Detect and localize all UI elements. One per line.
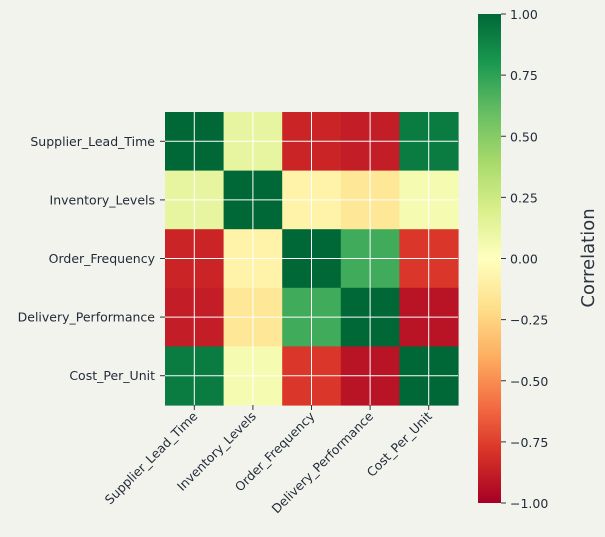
colorbar-tick-label: 0.50 — [510, 129, 538, 144]
row-label: Cost_Per_Unit — [69, 368, 155, 383]
heatmap-gridlines — [165, 112, 458, 405]
colorbar-tick-label: 1.00 — [510, 7, 538, 22]
column-labels: Supplier_Lead_TimeInventory_LevelsOrder_… — [102, 405, 435, 516]
row-label: Order_Frequency — [49, 251, 156, 266]
colorbar — [478, 14, 501, 503]
colorbar-label: Correlation — [578, 208, 599, 307]
row-label: Supplier_Lead_Time — [30, 134, 155, 149]
colorbar-tick-label: 0.00 — [510, 252, 538, 267]
colorbar-ticks: 1.00 0.75 0.50 0.25 0.00 −0.25 −0.50 −0.75 −1.00 — [501, 7, 548, 511]
colorbar-tick-label: 0.75 — [510, 68, 538, 83]
row-label: Delivery_Performance — [18, 310, 156, 325]
colorbar-tick-label: −0.50 — [510, 374, 548, 389]
colorbar-tick-label: −0.75 — [510, 435, 548, 450]
column-label: Supplier_Lead_Time — [102, 408, 201, 507]
colorbar-tick-label: 0.25 — [510, 190, 538, 205]
row-label: Inventory_Levels — [50, 192, 155, 207]
column-label: Delivery_Performance — [268, 408, 376, 516]
colorbar-tick-label: −1.00 — [510, 496, 548, 511]
colorbar-tick-label: −0.25 — [510, 313, 548, 328]
row-labels: Supplier_Lead_Time Inventory_Levels Order_… — [18, 134, 165, 383]
